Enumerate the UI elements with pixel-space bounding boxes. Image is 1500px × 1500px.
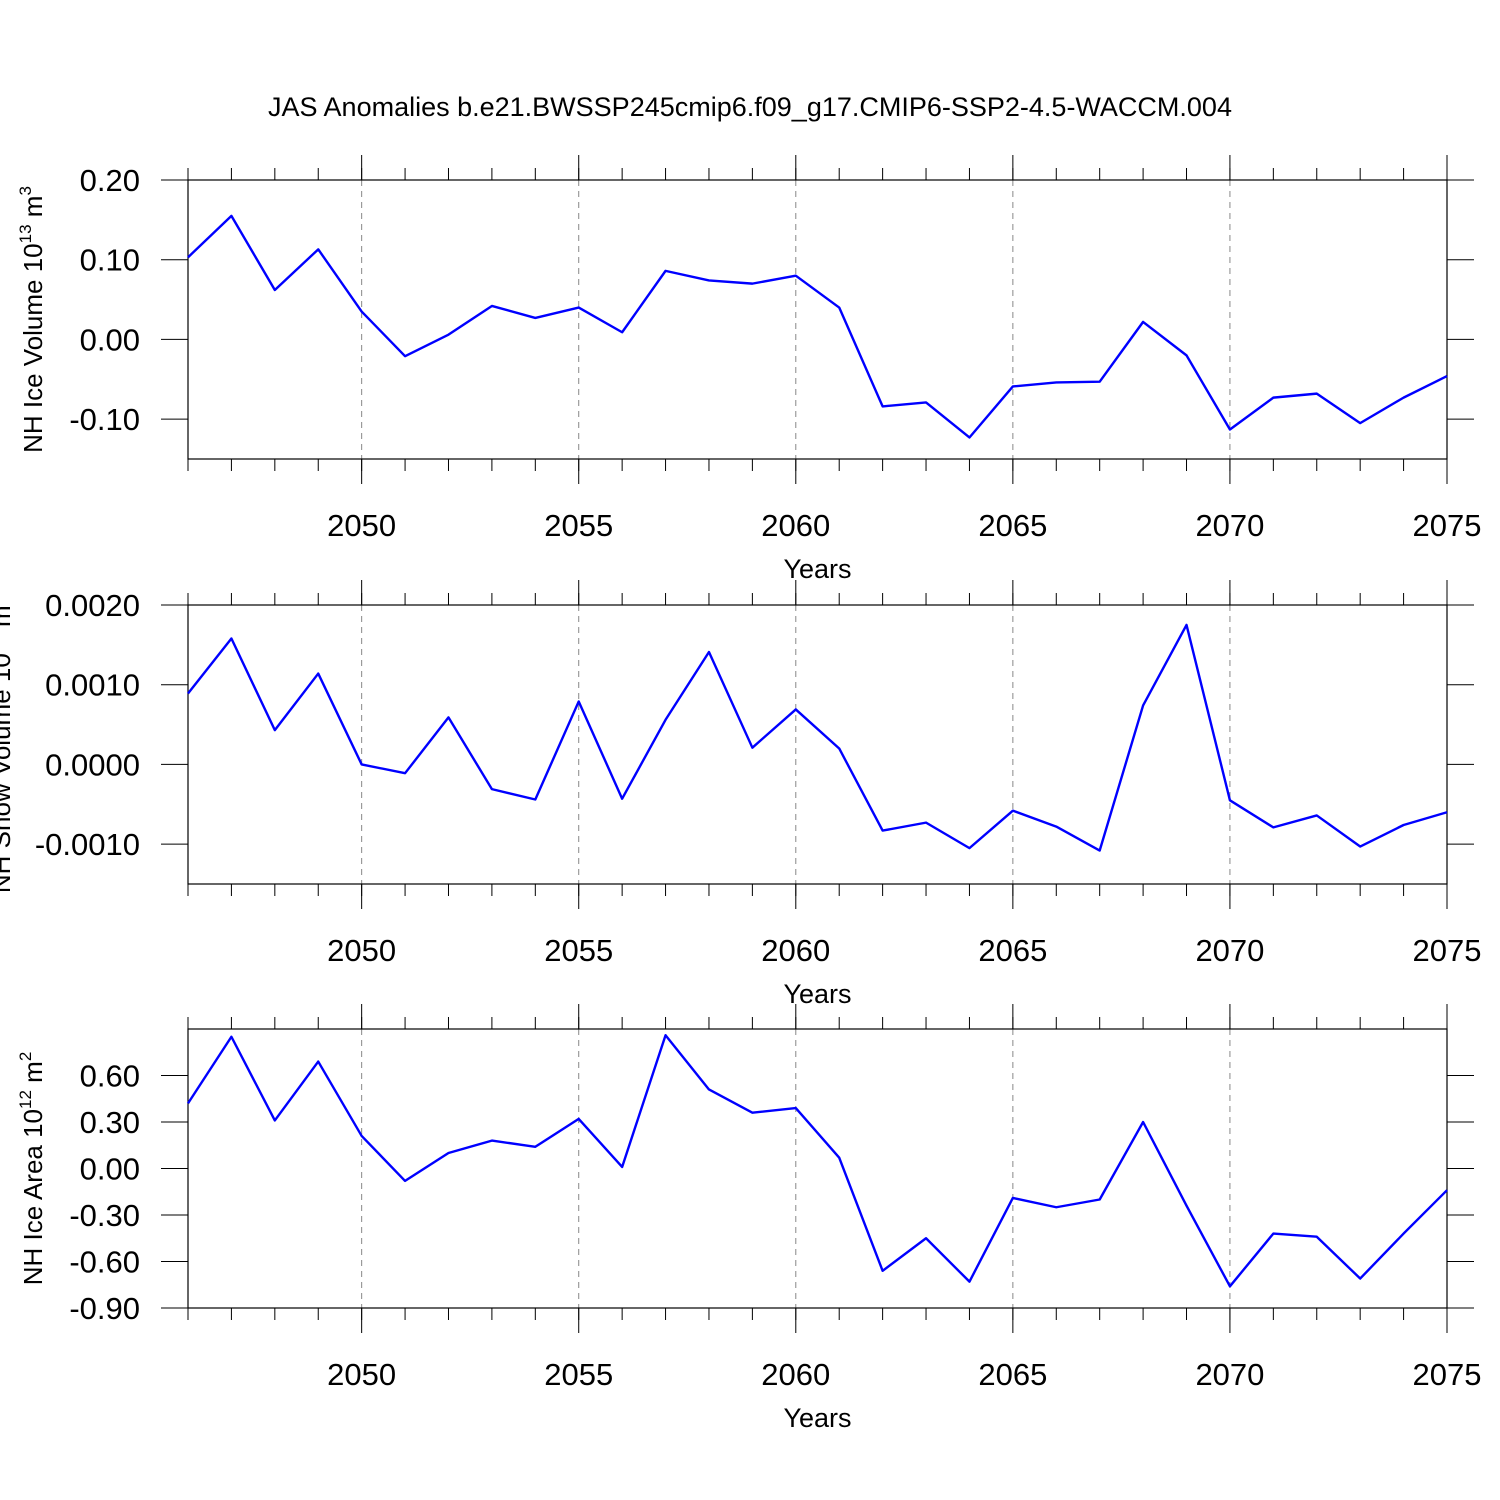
x-tick-label: 2075 [1413,508,1482,543]
y-tick-label: 0.00 [80,1152,140,1187]
y-tick-label: -0.60 [69,1245,140,1280]
x-axis-label: Years [783,1403,851,1433]
plot-frame [187,1028,1448,1309]
x-tick-label: 2070 [1195,933,1264,968]
y-tick-label: 0.30 [80,1105,140,1140]
x-tick-label: 2050 [327,1357,396,1392]
y-tick-label: 0.60 [80,1059,140,1094]
data-line [186,1034,1448,1288]
y-label-exponent: 3 [16,186,35,195]
x-axis-label: Years [783,979,851,1009]
y-label-exponent: 3 [0,596,3,605]
y-tick-label: -0.90 [69,1291,140,1326]
y-tick-label: -0.10 [69,402,140,437]
x-tick-label: 2055 [544,1357,613,1392]
x-tick-label: 2065 [978,508,1047,543]
y-label-exponent: 13 [0,634,3,653]
y-tick-label: 0.10 [80,243,140,278]
x-tick-label: 2065 [978,1357,1047,1392]
x-tick-label: 2075 [1413,933,1482,968]
x-tick-label: 2075 [1413,1357,1482,1392]
x-tick-label: 2060 [761,933,830,968]
plot-frame [187,604,1448,885]
x-tick-label: 2070 [1195,508,1264,543]
data-line [187,214,1448,439]
y-label-text: NH Ice Area 10 [18,1109,48,1285]
y-tick-label: 0.00 [80,322,140,357]
y-tick-label: 0.0020 [45,588,140,623]
y-label-text: m [18,1061,48,1090]
x-tick-label: 2070 [1195,1357,1264,1392]
y-label-text: m [0,605,16,634]
y-label-text: NH Ice Volume 10 [18,243,48,453]
y-axis-label: NH Ice Volume 1013 m3 [16,186,48,453]
y-label-exponent: 2 [16,1052,35,1061]
y-tick-label: -0.30 [69,1198,140,1233]
y-tick-label: 0.20 [80,163,140,198]
x-tick-label: 2065 [978,933,1047,968]
data-line [187,623,1448,852]
y-label-text: NH Snow Volume 10 [0,653,16,893]
x-tick-label: 2060 [761,1357,830,1392]
x-tick-label: 2050 [327,933,396,968]
x-axis-label: Years [783,554,851,584]
y-axis-label: NH Snow Volume 1013 m3 [0,596,16,893]
y-tick-label: -0.0010 [35,827,140,862]
x-tick-label: 2055 [544,933,613,968]
y-label-exponent: 12 [16,1090,35,1109]
y-tick-label: 0.0010 [45,668,140,703]
y-label-exponent: 13 [16,224,35,243]
y-axis-label: NH Ice Area 1012 m2 [16,1052,48,1286]
y-tick-label: 0.0000 [45,747,140,782]
x-tick-label: 2055 [544,508,613,543]
x-tick-label: 2050 [327,508,396,543]
y-label-text: m [18,196,48,225]
plot-frame [187,179,1448,460]
chart-title: JAS Anomalies b.e21.BWSSP245cmip6.f09_g1… [268,92,1232,122]
x-tick-label: 2060 [761,508,830,543]
